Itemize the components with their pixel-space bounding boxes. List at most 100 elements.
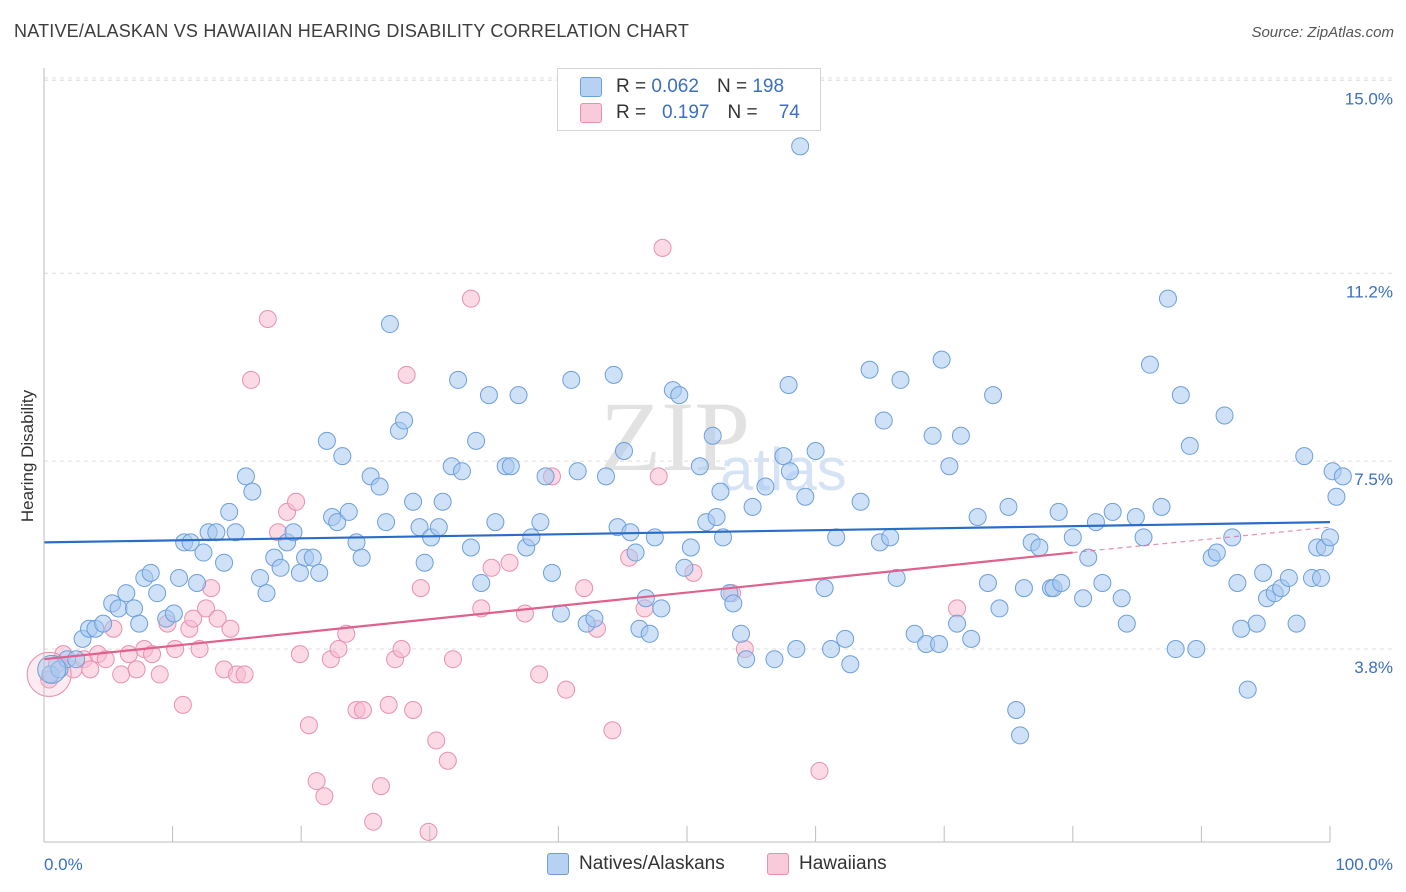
natives-point — [1030, 538, 1049, 557]
chart-title: NATIVE/ALASKAN VS HAWAIIAN HEARING DISAB… — [14, 21, 690, 41]
hawaiians-point — [530, 665, 549, 684]
hawaiians-point — [221, 619, 240, 638]
natives-point — [317, 431, 336, 450]
natives-point — [395, 411, 414, 430]
hawaiians-point — [127, 660, 146, 679]
natives-point — [791, 137, 810, 156]
natives-point — [415, 553, 434, 572]
natives-point — [940, 457, 959, 476]
natives-point — [948, 614, 967, 633]
natives-point — [585, 609, 604, 628]
axes: 3.8% 7.5% 11.2% 15.0% 0.0% 100.0% — [43, 68, 1393, 874]
natives-point — [780, 462, 799, 481]
natives-point — [984, 386, 1003, 405]
natives-trend-line — [43, 520, 1331, 544]
hawaiians-point — [287, 492, 306, 511]
natives-point — [645, 528, 664, 547]
hawaiians-point — [948, 599, 967, 618]
natives-point — [257, 584, 276, 603]
hawaiians-point — [379, 695, 398, 714]
natives-point — [509, 386, 528, 405]
natives-point — [1207, 543, 1226, 562]
hawaiians-point — [411, 579, 430, 598]
natives-points — [37, 137, 1352, 745]
natives-point — [109, 599, 128, 618]
natives-cluster-point — [37, 654, 67, 684]
hawaiians-point — [96, 650, 115, 669]
hawaiians-point — [443, 650, 462, 669]
natives-point — [215, 553, 234, 572]
hawaiians-point — [353, 700, 372, 719]
legend-item-hawaiians[interactable]: Hawaiians — [767, 853, 887, 875]
natives-point — [1126, 508, 1145, 527]
natives-point — [1140, 355, 1159, 374]
natives-legend-swatch — [547, 853, 569, 875]
natives-point — [404, 492, 423, 511]
natives-point — [125, 599, 144, 618]
natives-point — [251, 568, 270, 587]
hawaiians-point — [392, 640, 411, 659]
natives-point — [874, 411, 893, 430]
natives-point — [675, 558, 694, 577]
natives-point — [690, 457, 709, 476]
r-label: R = — [616, 76, 647, 97]
natives-point — [779, 375, 798, 394]
natives-point — [339, 502, 358, 521]
hawaiians-point — [404, 700, 423, 719]
natives-point — [1187, 640, 1206, 659]
hawaiians-trend-line — [43, 551, 1073, 661]
natives-point — [732, 624, 751, 643]
natives-point — [787, 640, 806, 659]
hawaiians-point — [557, 680, 576, 699]
natives-point — [596, 467, 615, 486]
legend-item-natives[interactable]: Natives/Alaskans — [547, 853, 725, 875]
natives-point — [1079, 548, 1098, 567]
natives-point — [522, 528, 541, 547]
natives-point — [999, 497, 1018, 516]
hawaiians-point — [143, 645, 162, 664]
natives-point — [130, 614, 149, 633]
natives-point — [486, 513, 505, 532]
hawaiians-point — [482, 558, 501, 577]
natives-point — [711, 482, 730, 501]
hawaiians-point — [197, 599, 216, 618]
x-tick-label: 100.0% — [1335, 855, 1393, 874]
natives-point — [568, 462, 587, 481]
hawaiians-point — [173, 695, 192, 714]
natives-point — [1333, 467, 1352, 486]
source-label: Source: ZipAtlas.com — [1251, 24, 1394, 41]
hawaiians-legend-swatch — [767, 853, 789, 875]
natives-point — [756, 477, 775, 496]
natives-point — [1007, 700, 1026, 719]
natives-swatch — [580, 77, 602, 97]
natives-point — [449, 370, 468, 389]
x-tick-label: 0.0% — [44, 855, 83, 874]
y-axis-title: Hearing Disability — [18, 389, 37, 522]
hawaiians-trend-extension — [1072, 526, 1331, 554]
natives-point — [1052, 574, 1071, 593]
natives-point — [1112, 589, 1131, 608]
series-legend: Natives/Alaskans Hawaiians — [0, 851, 1406, 879]
natives-point — [1295, 447, 1314, 466]
natives-point — [836, 629, 855, 648]
natives-point — [479, 386, 498, 405]
hawaiians-point — [461, 289, 480, 308]
natives-point — [290, 563, 309, 582]
hawaiians-point — [500, 553, 519, 572]
natives-point — [905, 624, 924, 643]
natives-point — [452, 462, 471, 481]
stats-row-hawaiians: R = 0.197 N = 74 — [580, 101, 800, 125]
natives-point — [703, 426, 722, 445]
natives-point — [707, 508, 726, 527]
natives-point — [1158, 289, 1177, 308]
hawaiians-point — [649, 467, 668, 486]
natives-point — [1152, 497, 1171, 516]
n-label: N = — [716, 76, 748, 97]
natives-point — [604, 365, 623, 384]
hawaiians-point — [258, 309, 277, 328]
natives-point — [815, 579, 834, 598]
hawaiians-point — [515, 604, 534, 623]
hawaiians-point — [112, 665, 131, 684]
hawaiians-point — [208, 609, 227, 628]
natives-point — [962, 629, 981, 648]
